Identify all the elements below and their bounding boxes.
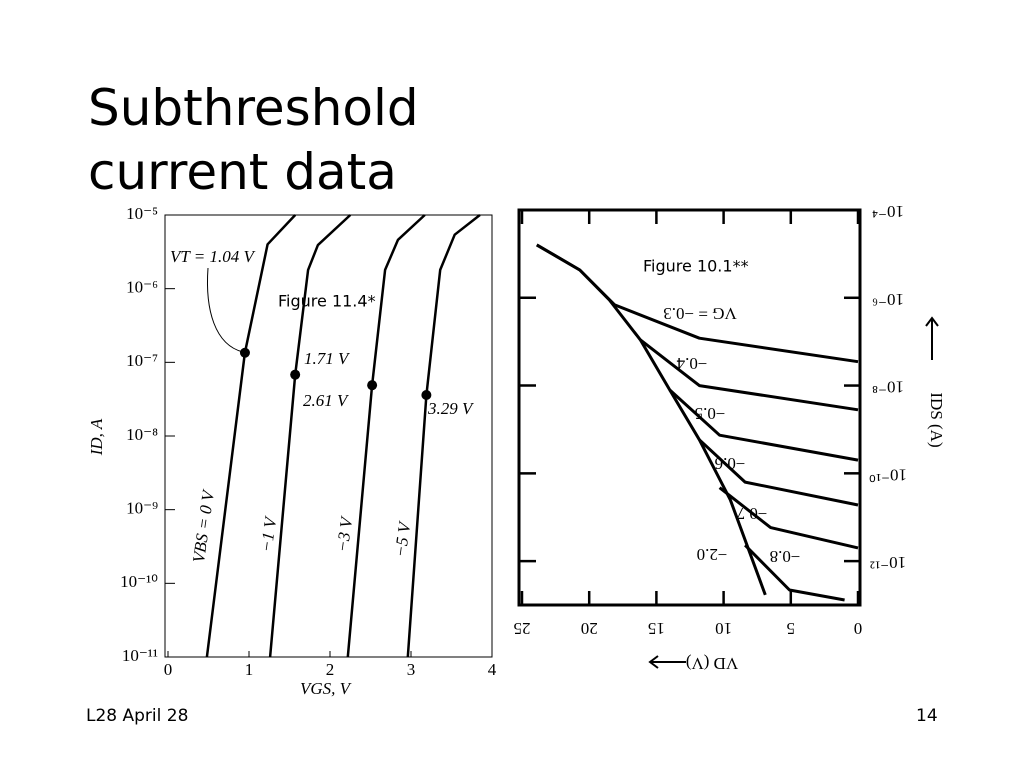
y-tick-label: 10⁻⁷ [126,351,158,370]
y-axis-label: IDS (A) [927,392,946,447]
x-tick-label: 0 [854,619,863,638]
y-tick-label: 10⁻⁸ [872,378,904,397]
x-tick-label: 10 [715,619,732,638]
series-label: −0.5 [695,404,726,423]
threshold-point [239,347,250,358]
curve [668,388,859,462]
x-tick-label: 1 [245,660,254,679]
annotation: 1.71 V [304,349,351,368]
x-axis-label: VD (V) [686,654,738,673]
series-label: −1 V [257,514,281,554]
x-tick-label: 2 [326,660,335,679]
series-label: −5 V [391,519,415,559]
series-label: −3 V [333,514,357,554]
series-label: −0.8 [770,547,801,566]
curve [406,214,481,658]
y-axis-arrow [925,316,939,360]
page-number: 14 [916,706,938,726]
y-tick-label: 10⁻¹¹ [122,646,158,665]
curve [205,214,297,658]
series-label: VG = −0.3 [663,304,736,323]
plot-frame [517,208,862,607]
curve [536,243,767,596]
y-tick-label: 10⁻⁹ [126,499,158,518]
y-tick-label: 10⁻⁶ [872,290,904,309]
curve [718,486,859,550]
x-tick-label: 3 [407,660,416,679]
y-tick-label: 10⁻¹⁰ [120,572,158,591]
x-axis-label: VGS, V [300,679,353,698]
annotation: VT = 1.04 V [170,247,257,266]
slide-title: Subthreshold current data [88,79,419,201]
threshold-point [290,369,301,380]
series-label: −0.7 [736,504,767,523]
curve [698,438,859,507]
y-tick-label: 10⁻¹⁰ [869,465,907,484]
y-tick-label: 10⁻⁶ [126,278,158,297]
x-tick-label: 25 [514,619,531,638]
x-tick-label: 4 [488,660,497,679]
x-tick-label: 5 [787,619,796,638]
annotation: 3.29 V [427,399,475,418]
threshold-point [421,390,432,401]
y-axis-label: ID, A [87,418,106,456]
curve [346,214,426,658]
x-tick-label: 0 [164,660,173,679]
threshold-point [367,380,378,391]
annotation: 2.61 V [303,391,350,410]
curve [639,338,859,412]
footer: L28 April 28 [86,706,189,726]
series-label: −0.6 [715,454,746,473]
x-tick-label: 15 [648,619,665,638]
x-axis-arrow [648,655,686,669]
y-tick-label: 10⁻⁴ [872,202,904,221]
curve [268,214,352,658]
series-label: VBS = 0 V [189,487,218,564]
series-label: −0.4 [676,354,707,373]
series-label: −2.0 [697,545,728,564]
leader-line [207,267,244,353]
x-tick-label: 20 [581,619,598,638]
y-tick-label: 10⁻⁸ [126,425,158,444]
y-tick-label: 10⁻⁵ [126,204,158,223]
curve [744,544,845,602]
y-tick-label: 10⁻¹² [870,553,906,572]
figure-caption: Figure 11.4* [278,292,376,311]
figure-caption: Figure 10.1** [643,257,749,276]
